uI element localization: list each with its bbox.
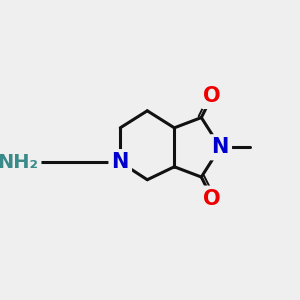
Text: O: O [203,86,221,106]
Text: NH₂: NH₂ [0,153,39,172]
Text: O: O [203,189,221,209]
Text: N: N [212,137,229,157]
Text: N: N [112,152,129,172]
